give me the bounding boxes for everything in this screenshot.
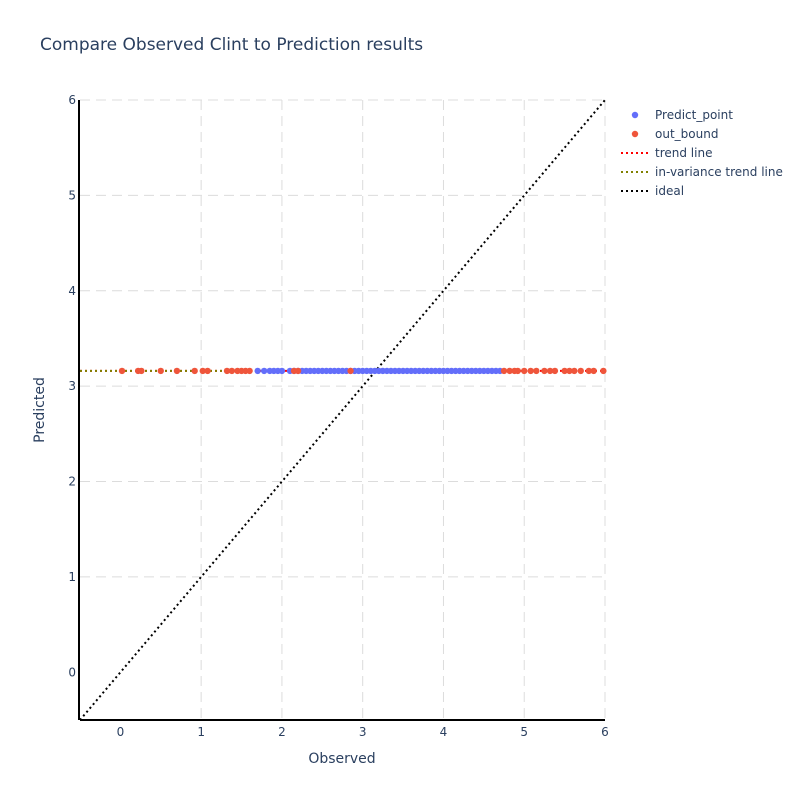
x-tick-label: 5 bbox=[520, 725, 528, 739]
legend-label: ideal bbox=[655, 184, 684, 198]
out-bound-point bbox=[294, 367, 302, 375]
out-bound-point bbox=[173, 367, 181, 375]
out-bound-point bbox=[138, 367, 145, 375]
out-bound-point bbox=[246, 367, 253, 375]
out-bound-point bbox=[566, 367, 573, 375]
out-bound-point bbox=[585, 367, 593, 375]
out-bound-point bbox=[118, 367, 126, 375]
out-bound-point bbox=[600, 367, 607, 375]
x-tick-label: 0 bbox=[117, 725, 125, 739]
out-bound-point bbox=[561, 367, 568, 375]
legend-label: Predict_point bbox=[655, 108, 733, 122]
out-bound-point bbox=[204, 367, 211, 375]
out-bound-point bbox=[506, 367, 513, 375]
y-tick-label: 5 bbox=[68, 188, 76, 202]
legend-marker bbox=[631, 111, 639, 119]
out-bound-point bbox=[527, 367, 534, 375]
y-tick-label: 6 bbox=[68, 93, 76, 107]
out-bound-point bbox=[590, 367, 597, 375]
y-tick-label: 3 bbox=[68, 379, 76, 393]
out-bound-point bbox=[500, 367, 508, 375]
legend-item-predict-point[interactable]: Predict_point bbox=[631, 108, 733, 122]
legend-item-ideal[interactable]: ideal bbox=[621, 184, 684, 198]
y-tick-label: 0 bbox=[68, 665, 76, 679]
out-bound-point bbox=[157, 367, 164, 375]
out-bound-point bbox=[514, 367, 521, 375]
legend-marker bbox=[631, 130, 639, 138]
y-tick-label: 4 bbox=[68, 284, 76, 298]
legend-item-out-bound[interactable]: out_bound bbox=[631, 127, 719, 141]
grid bbox=[80, 99, 606, 720]
y-tick-label: 1 bbox=[68, 570, 76, 584]
x-tick-label: 3 bbox=[359, 725, 367, 739]
x-axis-title: Observed bbox=[308, 751, 375, 767]
legend-label: trend line bbox=[655, 146, 712, 160]
plot-area bbox=[79, 99, 607, 721]
predict-point-point bbox=[254, 367, 261, 375]
out-bound-point bbox=[347, 367, 354, 375]
x-tick-label: 2 bbox=[278, 725, 286, 739]
x-tick-label: 1 bbox=[197, 725, 205, 739]
y-tick-label: 2 bbox=[68, 475, 76, 489]
predict-point-point bbox=[260, 367, 268, 375]
out-bound-point bbox=[228, 367, 236, 375]
out-bound-point bbox=[551, 367, 559, 375]
tick-labels: 0 1 2 3 4 5 6 0 1 2 3 4 5 6 bbox=[68, 93, 608, 739]
out-bound-point bbox=[191, 367, 198, 375]
legend-label: in-variance trend line bbox=[655, 165, 783, 179]
out-bound-point bbox=[546, 367, 554, 375]
legend-item-in-variance-trend-line[interactable]: in-variance trend line bbox=[621, 165, 783, 179]
legend-label: out_bound bbox=[655, 127, 718, 141]
out-bound-point bbox=[571, 367, 578, 375]
legend-item-trend-line[interactable]: trend line bbox=[621, 146, 712, 160]
out-bound-point bbox=[577, 367, 584, 375]
predict-point-point bbox=[278, 367, 286, 375]
out-bound-point bbox=[541, 367, 548, 375]
x-tick-label: 6 bbox=[601, 725, 609, 739]
y-axis-title: Predicted bbox=[32, 377, 48, 443]
out-bound-point bbox=[199, 367, 206, 375]
out-bound-point bbox=[533, 367, 540, 375]
ideal-series-line bbox=[79, 99, 606, 721]
x-tick-label: 4 bbox=[440, 725, 448, 739]
chart-title: Compare Observed Clint to Prediction res… bbox=[40, 35, 423, 55]
out-bound-point bbox=[223, 367, 231, 375]
out-bound-point bbox=[521, 367, 528, 375]
